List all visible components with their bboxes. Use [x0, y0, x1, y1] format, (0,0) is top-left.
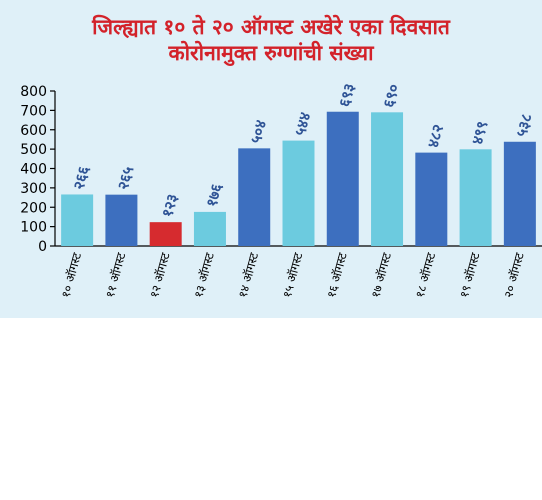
bar [503, 141, 536, 246]
x-tick-label: १८ ऑगस्ट [413, 250, 439, 299]
value-label: ४९९ [468, 119, 491, 146]
value-label: १७६ [202, 181, 225, 208]
bar-chart: 0 100 200 300 400 500 600 700 800 २६६ २६५ १२३ १७६ ५०… [20, 81, 542, 299]
bar [371, 112, 404, 246]
y-tick-label: 300 [20, 181, 47, 197]
x-tick-label: १५ ऑगस्ट [280, 250, 306, 299]
bar [105, 194, 138, 246]
chart-panel: जिल्ह्यात १० ते २० ऑगस्ट अखेरे एका दिवसा… [0, 0, 542, 318]
y-tick-label: 800 [20, 84, 47, 100]
y-axis: 0 100 200 300 400 500 600 700 800 [20, 84, 542, 255]
bar [282, 140, 315, 246]
bar [61, 194, 94, 246]
y-tick-label: 700 [20, 103, 47, 119]
value-label: ६९० [380, 82, 403, 109]
x-axis-labels: १० ऑगस्ट ११ ऑगस्ट १२ ऑगस्ट १३ ऑगस्ट १४ ऑगस्ट… [59, 250, 527, 299]
x-tick-label: १६ ऑगस्ट [324, 250, 350, 299]
x-tick-label: १९ ऑगस्ट [457, 250, 483, 299]
value-label: ५०४ [247, 118, 270, 145]
value-label: ६९३ [335, 81, 358, 108]
bar [415, 152, 448, 246]
value-label: १२३ [158, 192, 181, 219]
x-tick-label: १० ऑगस्ट [59, 250, 85, 299]
x-tick-label: १७ ऑगस्ट [369, 250, 395, 299]
value-label: ५३८ [512, 111, 535, 138]
y-tick-label: 400 [20, 162, 47, 178]
bars [61, 111, 536, 246]
chart-title-line-1: जिल्ह्यात १० ते २० ऑगस्ट अखेरे एका दिवसा… [92, 15, 450, 39]
value-label: ५४४ [291, 110, 314, 137]
y-tick-label: 500 [20, 142, 47, 158]
bar [193, 211, 226, 246]
value-label: २६५ [114, 164, 137, 191]
bar [149, 222, 182, 246]
value-label: २६६ [70, 164, 93, 191]
value-label: ४८२ [424, 122, 447, 149]
bar [459, 149, 492, 246]
value-labels: २६६ २६५ १२३ १७६ ५०४ ५४४ ६९३ ६९० ४८२ ४९९ ५३८ [70, 81, 536, 219]
x-tick-label: १३ ऑगस्ट [191, 250, 217, 299]
bar [326, 111, 359, 246]
x-tick-label: ११ ऑगस्ट [103, 250, 129, 299]
bar [238, 148, 271, 246]
chart-title-line-2: कोरोनामुक्त रुग्णांची संख्या [168, 41, 374, 65]
x-tick-label: १४ ऑगस्ट [236, 250, 262, 299]
y-tick-label: 200 [20, 200, 47, 216]
y-tick-label: 600 [20, 123, 47, 139]
y-tick-label: 100 [20, 220, 47, 236]
x-tick-label: २० ऑगस्ट [501, 250, 527, 299]
y-tick-label: 0 [38, 239, 47, 255]
x-tick-label: १२ ऑगस्ट [147, 250, 173, 299]
